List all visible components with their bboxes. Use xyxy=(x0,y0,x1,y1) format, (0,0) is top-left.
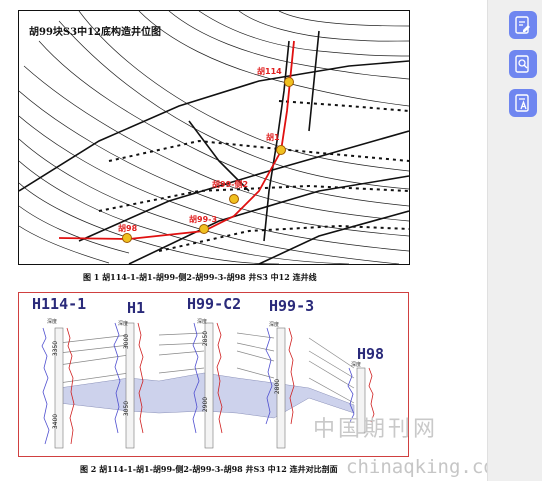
well-label-hu114: 胡114 xyxy=(257,67,282,76)
well-label-hu99-c2: 胡99-侧2 xyxy=(212,180,249,189)
contour-map xyxy=(19,11,409,264)
well-label-hu1: 胡1 xyxy=(266,133,280,142)
well-name-h99-3: H99-3 xyxy=(269,297,315,315)
depth-h1-bottom: 3050 xyxy=(123,400,131,417)
well-name-h98: H98 xyxy=(357,345,385,363)
watermark-en: chinaqking.com xyxy=(346,456,507,478)
map-title: 胡99块S3中12底构造井位图 xyxy=(29,27,162,38)
document-search-button[interactable] xyxy=(509,50,537,78)
depth-h99-3-top: 2800 xyxy=(274,378,282,395)
track-label-h99-3: 深度 xyxy=(269,322,280,328)
side-toolbar xyxy=(487,0,542,481)
well-label-hu99-3: 胡99-3 xyxy=(189,215,218,224)
well-name-h114-1: H114-1 xyxy=(32,295,87,313)
depth-h99-c2-top: 2850 xyxy=(202,330,210,347)
depth-h1-top: 3000 xyxy=(123,333,131,350)
track-label-h1: 深度 xyxy=(118,321,129,327)
well-name-h1: H1 xyxy=(127,299,146,317)
watermark-cn: 中国期刊网 xyxy=(313,417,439,442)
well-name-h99-c2: H99-C2 xyxy=(187,295,242,313)
track-label-h114-1: 深度 xyxy=(47,319,58,325)
figure1-caption: 图 1 胡114-1-胡1-胡99-侧2-胡99-3-胡98 井S3 中12 连… xyxy=(83,272,317,282)
figure2-caption: 图 2 胡114-1-胡1-胡99-侧2-胡99-3-胡98 井S3 中12 连… xyxy=(80,464,338,474)
structure-map: 胡99块S3中12底构造井位图 胡114 胡1 胡99-侧2 胡99-3 胡98 xyxy=(18,10,410,265)
track-label-h98: 深度 xyxy=(351,362,362,368)
document-text-button[interactable] xyxy=(509,89,537,117)
track-label-h99-c2: 深度 xyxy=(197,319,208,325)
depth-h114-1-bottom: 3400 xyxy=(52,413,60,430)
well-label-hu98: 胡98 xyxy=(118,224,138,233)
depth-h99-c2-bottom: 2900 xyxy=(202,396,210,413)
document-page: 胡99块S3中12底构造井位图 胡114 胡1 胡99-侧2 胡99-3 胡98… xyxy=(0,0,487,481)
well-correlation-section: H114-1 H1 H99-C2 H99-3 H98 深度 深度 深度 深度 深… xyxy=(18,292,409,457)
correlation-graphic xyxy=(41,322,375,449)
document-edit-button[interactable] xyxy=(509,11,537,39)
depth-h114-1-top: 3350 xyxy=(52,340,60,357)
